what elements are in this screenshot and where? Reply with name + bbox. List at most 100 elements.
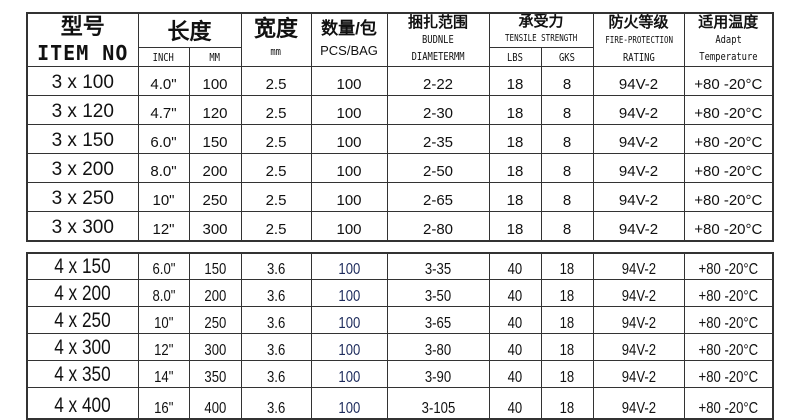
cell-width: 2.5 xyxy=(240,66,312,96)
cell-bundle-value: 2-30 xyxy=(423,105,454,122)
header-tensile: 承受力 TENSILE STRENGTH xyxy=(488,12,594,48)
cell-temp-value: +80 -20°C xyxy=(698,288,759,305)
cell-mm-value: 150 xyxy=(204,261,226,278)
cell-width: 3.6 xyxy=(240,306,312,334)
cell-item-value: 3 x 300 xyxy=(51,217,114,238)
cell-lbs-value: 18 xyxy=(506,221,524,238)
cell-inch-value: 12" xyxy=(153,342,174,359)
cell-gks: 8 xyxy=(540,95,594,125)
cell-temp: +80 -20°C xyxy=(683,333,774,361)
cell-lbs-value: 18 xyxy=(506,134,524,151)
cell-inch-value: 8.0" xyxy=(152,288,175,305)
cell-qty-value: 100 xyxy=(338,369,360,386)
cell-item-value: 4 x 200 xyxy=(54,282,111,305)
header-width: 宽度 mm xyxy=(240,12,312,67)
cell-gks-value: 8 xyxy=(562,163,572,180)
cell-width-value: 3.6 xyxy=(266,261,286,278)
cell-mm-value: 400 xyxy=(204,400,226,417)
cell-width: 2.5 xyxy=(240,153,312,183)
cell-temp: +80 -20°C xyxy=(683,306,774,334)
cell-inch-value: 6.0" xyxy=(152,261,175,278)
cell-bundle-value: 3-80 xyxy=(424,342,452,359)
cell-width: 2.5 xyxy=(240,95,312,125)
cell-bundle: 2-65 xyxy=(386,182,490,212)
cell-mm: 150 xyxy=(188,124,242,154)
header-tensile-cn: 承受力 xyxy=(518,13,564,31)
cell-qty-value: 100 xyxy=(336,105,362,122)
spec-table-3mm: 型号 ITEM NO 长度 宽度 mm 数量/包 PCS/BAG 捆扎范围 BU… xyxy=(26,12,775,242)
header-temp-cn: 适用温度 xyxy=(698,14,759,31)
table-row: 3 x 300 12" 300 2.5 100 2-80 18 8 94V-2 +80 -20°C xyxy=(26,211,774,242)
cell-qty: 100 xyxy=(310,360,388,388)
cell-fire-value: 94V-2 xyxy=(621,369,656,386)
cell-fire: 94V-2 xyxy=(592,279,685,307)
cell-inch-value: 10" xyxy=(153,315,174,332)
cell-inch-value: 14" xyxy=(153,369,174,386)
cell-gks: 18 xyxy=(540,333,594,361)
cell-fire: 94V-2 xyxy=(592,306,685,334)
header-length-mm-label: MM xyxy=(209,50,221,64)
cell-item: 4 x 350 xyxy=(26,360,139,388)
cell-item: 3 x 100 xyxy=(26,66,139,96)
cell-gks-value: 8 xyxy=(562,221,572,238)
cell-qty-value: 100 xyxy=(336,76,362,93)
cell-width-value: 3.6 xyxy=(266,288,286,305)
cell-inch-value: 4.0" xyxy=(150,76,177,93)
table-row: 3 x 100 4.0" 100 2.5 100 2-22 18 8 94V-2 +80 -20°… xyxy=(26,66,774,96)
cell-gks: 8 xyxy=(540,182,594,212)
cell-item: 4 x 300 xyxy=(26,333,139,361)
cell-bundle: 3-105 xyxy=(386,387,490,420)
cell-mm: 150 xyxy=(188,252,242,280)
cell-width: 2.5 xyxy=(240,211,312,242)
cell-width: 3.6 xyxy=(240,252,312,280)
cell-fire-value: 94V-2 xyxy=(618,134,659,151)
cell-lbs: 18 xyxy=(488,182,542,212)
cell-gks-value: 18 xyxy=(559,288,575,305)
cell-qty-value: 100 xyxy=(336,221,362,238)
header-qty-en: PCS/BAG xyxy=(320,43,378,58)
cell-item-value: 3 x 250 xyxy=(51,188,114,209)
cell-bundle-value: 2-50 xyxy=(423,163,454,180)
cell-fire-value: 94V-2 xyxy=(618,221,659,238)
cell-bundle: 2-80 xyxy=(386,211,490,242)
cell-lbs-value: 18 xyxy=(506,192,524,209)
header-qty-cn: 数量/包 xyxy=(321,19,377,38)
cell-lbs: 18 xyxy=(488,95,542,125)
cell-width: 3.6 xyxy=(240,333,312,361)
cell-mm-value: 250 xyxy=(202,192,228,209)
cell-inch: 4.0" xyxy=(137,66,190,96)
cell-gks: 8 xyxy=(540,153,594,183)
cell-mm-value: 300 xyxy=(204,342,226,359)
cell-bundle-value: 2-35 xyxy=(423,134,454,151)
cell-fire: 94V-2 xyxy=(592,387,685,420)
cell-lbs: 40 xyxy=(488,360,542,388)
cell-lbs: 40 xyxy=(488,333,542,361)
cell-mm-value: 200 xyxy=(202,163,228,180)
cell-lbs-value: 40 xyxy=(507,288,523,305)
cell-mm: 400 xyxy=(188,387,242,420)
cell-width-value: 2.5 xyxy=(265,105,287,122)
cell-fire: 94V-2 xyxy=(592,66,685,96)
cell-gks: 18 xyxy=(540,387,594,420)
cell-temp: +80 -20°C xyxy=(683,252,774,280)
cell-fire-value: 94V-2 xyxy=(621,288,656,305)
cell-qty-value: 100 xyxy=(338,400,360,417)
cell-lbs-value: 18 xyxy=(506,105,524,122)
cell-fire: 94V-2 xyxy=(592,182,685,212)
cell-temp-value: +80 -20°C xyxy=(694,221,763,238)
cell-width: 3.6 xyxy=(240,387,312,420)
cell-item: 3 x 200 xyxy=(26,153,139,183)
cell-width-value: 2.5 xyxy=(265,76,287,93)
cell-item-value: 3 x 120 xyxy=(51,101,114,122)
cell-width-value: 3.6 xyxy=(266,369,286,386)
cell-temp: +80 -20°C xyxy=(683,182,774,212)
table-row: 3 x 200 8.0" 200 2.5 100 2-50 18 8 94V-2 +80 -20°… xyxy=(26,153,774,183)
cell-qty: 100 xyxy=(310,124,388,154)
cell-gks-value: 8 xyxy=(562,105,572,122)
cell-qty: 100 xyxy=(310,211,388,242)
cell-item: 4 x 250 xyxy=(26,306,139,334)
cell-bundle: 2-50 xyxy=(386,153,490,183)
cell-lbs: 40 xyxy=(488,306,542,334)
cell-inch-value: 12" xyxy=(152,221,175,238)
cell-lbs-value: 40 xyxy=(507,369,523,386)
